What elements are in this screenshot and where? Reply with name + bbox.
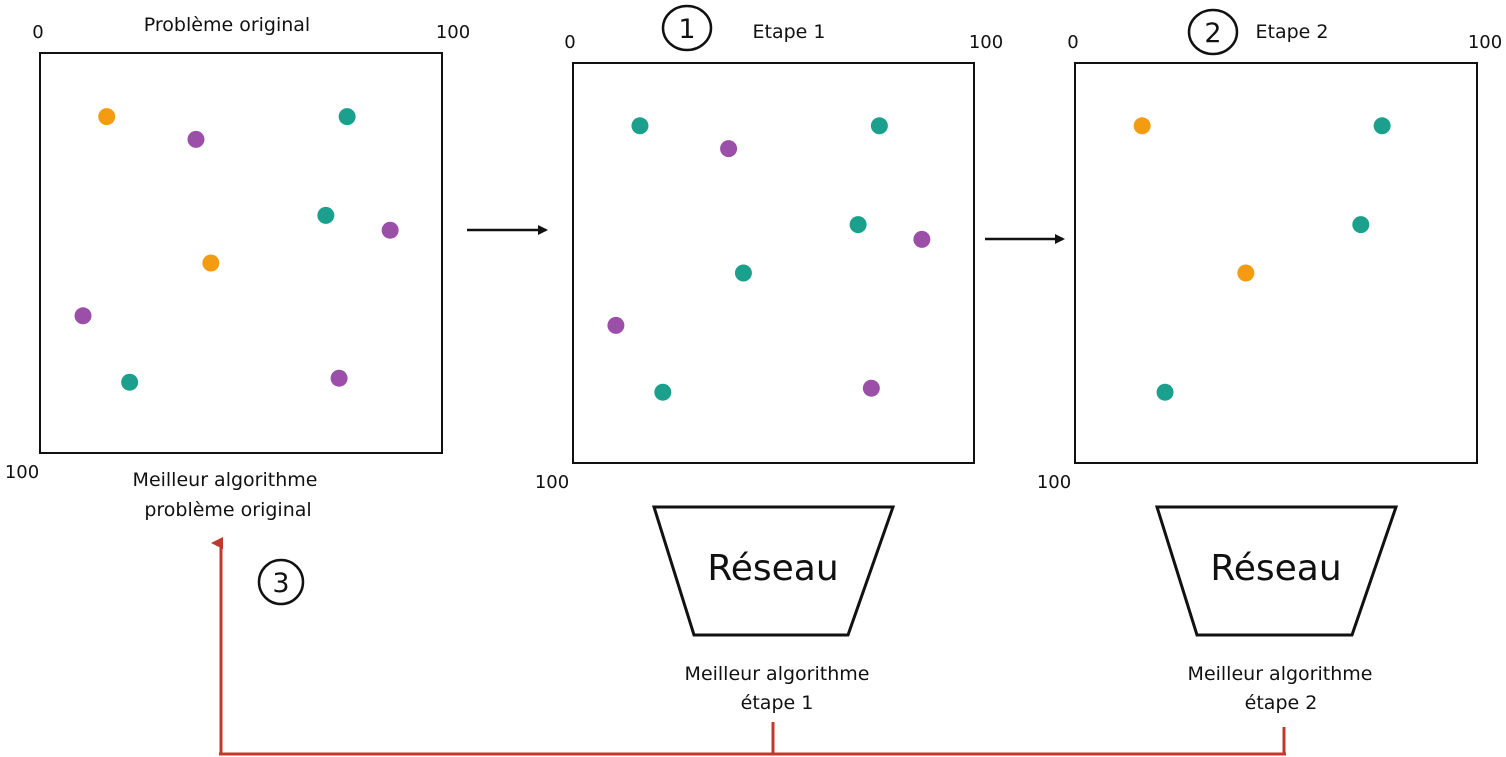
- etape1-network-block: [651, 505, 896, 637]
- etape2-point-teal: [1373, 117, 1391, 135]
- original-points: [74, 108, 399, 391]
- etape2-point-orange: [1133, 117, 1151, 135]
- original-point-orange: [202, 254, 220, 272]
- original-point-teal: [121, 373, 139, 391]
- original-point-purple: [330, 369, 348, 387]
- step-2-circle: [1187, 8, 1239, 56]
- etape2-axis-origin: 0: [1067, 32, 1078, 53]
- etape1-point-teal: [870, 117, 888, 135]
- original-axis-origin: 0: [32, 22, 43, 43]
- etape2-axis-y-end: 100: [1037, 472, 1071, 493]
- step-3-circle: [257, 558, 305, 606]
- etape2-plot-frame: [1074, 62, 1478, 464]
- etape2-caption-line-2: étape 2: [1245, 692, 1318, 714]
- panel-original: Problème original 0 100 100 Meilleur alg…: [5, 14, 470, 521]
- etape1-point-purple: [913, 230, 931, 248]
- step-1-number: 1: [678, 14, 695, 45]
- etape2-points: [1133, 117, 1391, 401]
- etape1-point-purple: [720, 140, 738, 158]
- original-title: Problème original: [144, 14, 310, 36]
- original-point-orange: [98, 108, 116, 126]
- etape2-point-orange: [1237, 264, 1255, 282]
- etape2-caption-line-1: Meilleur algorithme: [1188, 663, 1373, 685]
- etape2-point-teal: [1352, 216, 1370, 234]
- step-3-number: 3: [272, 568, 289, 599]
- etape1-caption-line-1: Meilleur algorithme: [685, 663, 870, 685]
- etape1-network-label: Réseau: [707, 548, 838, 589]
- original-caption-line-1: Meilleur algorithme: [133, 469, 318, 491]
- original-point-teal: [338, 108, 356, 126]
- original-axis-y-end: 100: [5, 462, 39, 483]
- original-caption-line-2: problème original: [144, 499, 311, 521]
- original-point-purple: [74, 307, 92, 325]
- etape2-title: Etape 2: [1256, 21, 1329, 43]
- etape1-caption-line-2: étape 1: [741, 692, 814, 714]
- original-axis-x-end: 100: [436, 22, 470, 43]
- etape1-plot-frame: [572, 62, 975, 464]
- etape1-points: [607, 117, 931, 401]
- panel-etape2: 2 Etape 2 0 100 100 Réseau Meilleur algo…: [1037, 8, 1502, 714]
- etape1-axis-x-end: 100: [969, 32, 1003, 53]
- panel-etape1: 1 Etape 1 0 100 100 Réseau Meilleur algo…: [535, 4, 1003, 714]
- original-point-teal: [317, 206, 335, 224]
- etape1-axis-origin: 0: [564, 32, 575, 53]
- original-point-purple: [187, 130, 205, 148]
- etape1-point-teal: [654, 383, 672, 401]
- original-point-purple: [381, 221, 399, 239]
- step-2-number: 2: [1204, 18, 1221, 49]
- etape1-point-teal: [631, 117, 649, 135]
- etape2-point-teal: [1156, 383, 1174, 401]
- etape1-point-purple: [607, 316, 625, 334]
- etape2-axis-x-end: 100: [1468, 32, 1502, 53]
- etape1-point-teal: [734, 264, 752, 282]
- etape1-axis-y-end: 100: [535, 472, 569, 493]
- step-1-circle: [661, 4, 713, 52]
- original-plot-frame: [39, 52, 443, 454]
- etape1-point-teal: [849, 216, 867, 234]
- etape2-network-block: [1154, 505, 1399, 637]
- etape2-network-label: Réseau: [1210, 548, 1341, 589]
- etape1-title: Etape 1: [753, 21, 826, 43]
- etape1-point-purple: [862, 379, 880, 397]
- feedback-loop: 3: [211, 537, 1286, 756]
